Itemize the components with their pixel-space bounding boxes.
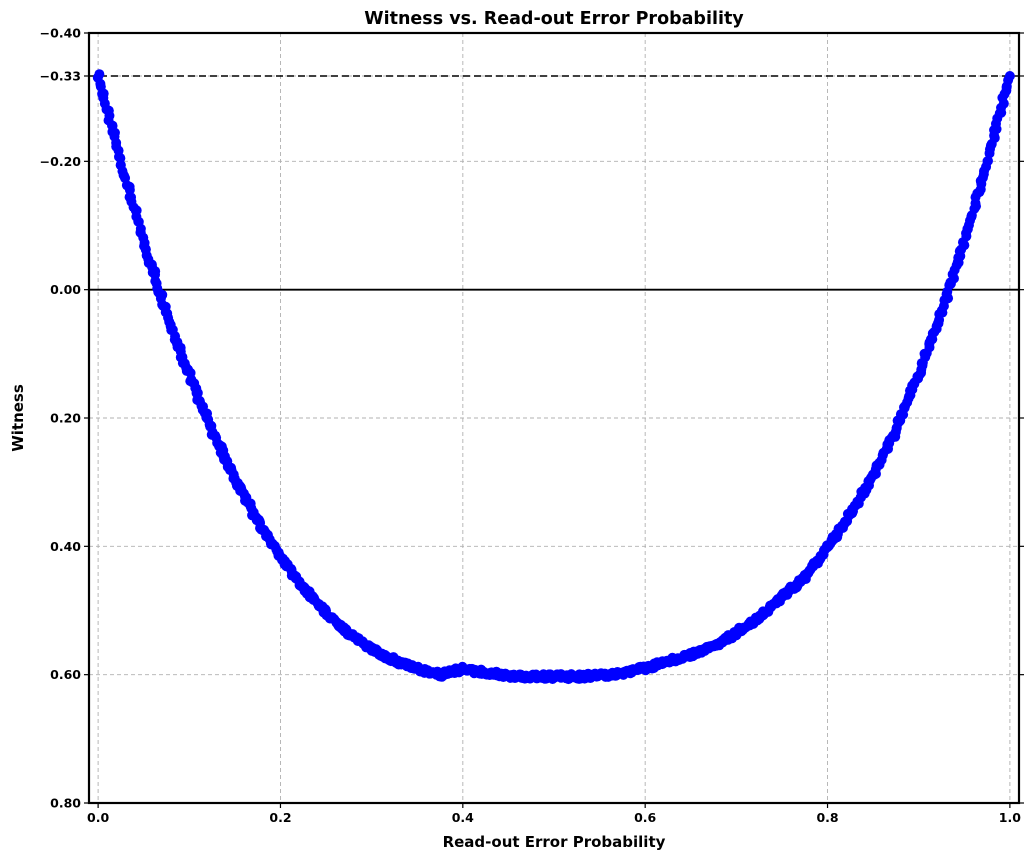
data-point	[982, 155, 993, 166]
x-tick-label: 0.6	[634, 810, 656, 825]
reference-lines	[89, 75, 1019, 291]
x-tick-label: 1.0	[999, 810, 1021, 825]
x-axis-ticks: 0.0 0.2 0.4 0.6 0.8 1.0	[87, 803, 1021, 825]
x-tick-label: 0.8	[816, 810, 838, 825]
grid	[89, 32, 1019, 804]
data-point	[124, 184, 135, 195]
y-tick-label: −0.40	[40, 26, 82, 41]
x-tick-label: 0.0	[87, 810, 109, 825]
data-point	[1004, 70, 1015, 81]
y-tick-label: 0.60	[50, 667, 81, 682]
y-tick-label: 0.80	[50, 796, 81, 811]
x-tick-label: 0.4	[452, 810, 474, 825]
x-tick-label: 0.2	[269, 810, 291, 825]
data-points	[92, 69, 1015, 685]
y-axis-title: Witness	[9, 384, 27, 452]
y-tick-label: −0.20	[40, 154, 82, 169]
y-tick-label: 0.00	[50, 282, 81, 297]
y-tick-label: 0.40	[50, 539, 81, 554]
y-tick-label: −0.33	[40, 68, 81, 83]
chart-title: Witness vs. Read-out Error Probability	[364, 9, 744, 29]
x-axis-title: Read-out Error Probability	[443, 833, 666, 851]
y-tick-label: 0.20	[50, 411, 81, 426]
y-axis-ticks: −0.40 −0.33 −0.20 0.00 0.20 0.40 0.60 0.80	[40, 26, 1024, 811]
